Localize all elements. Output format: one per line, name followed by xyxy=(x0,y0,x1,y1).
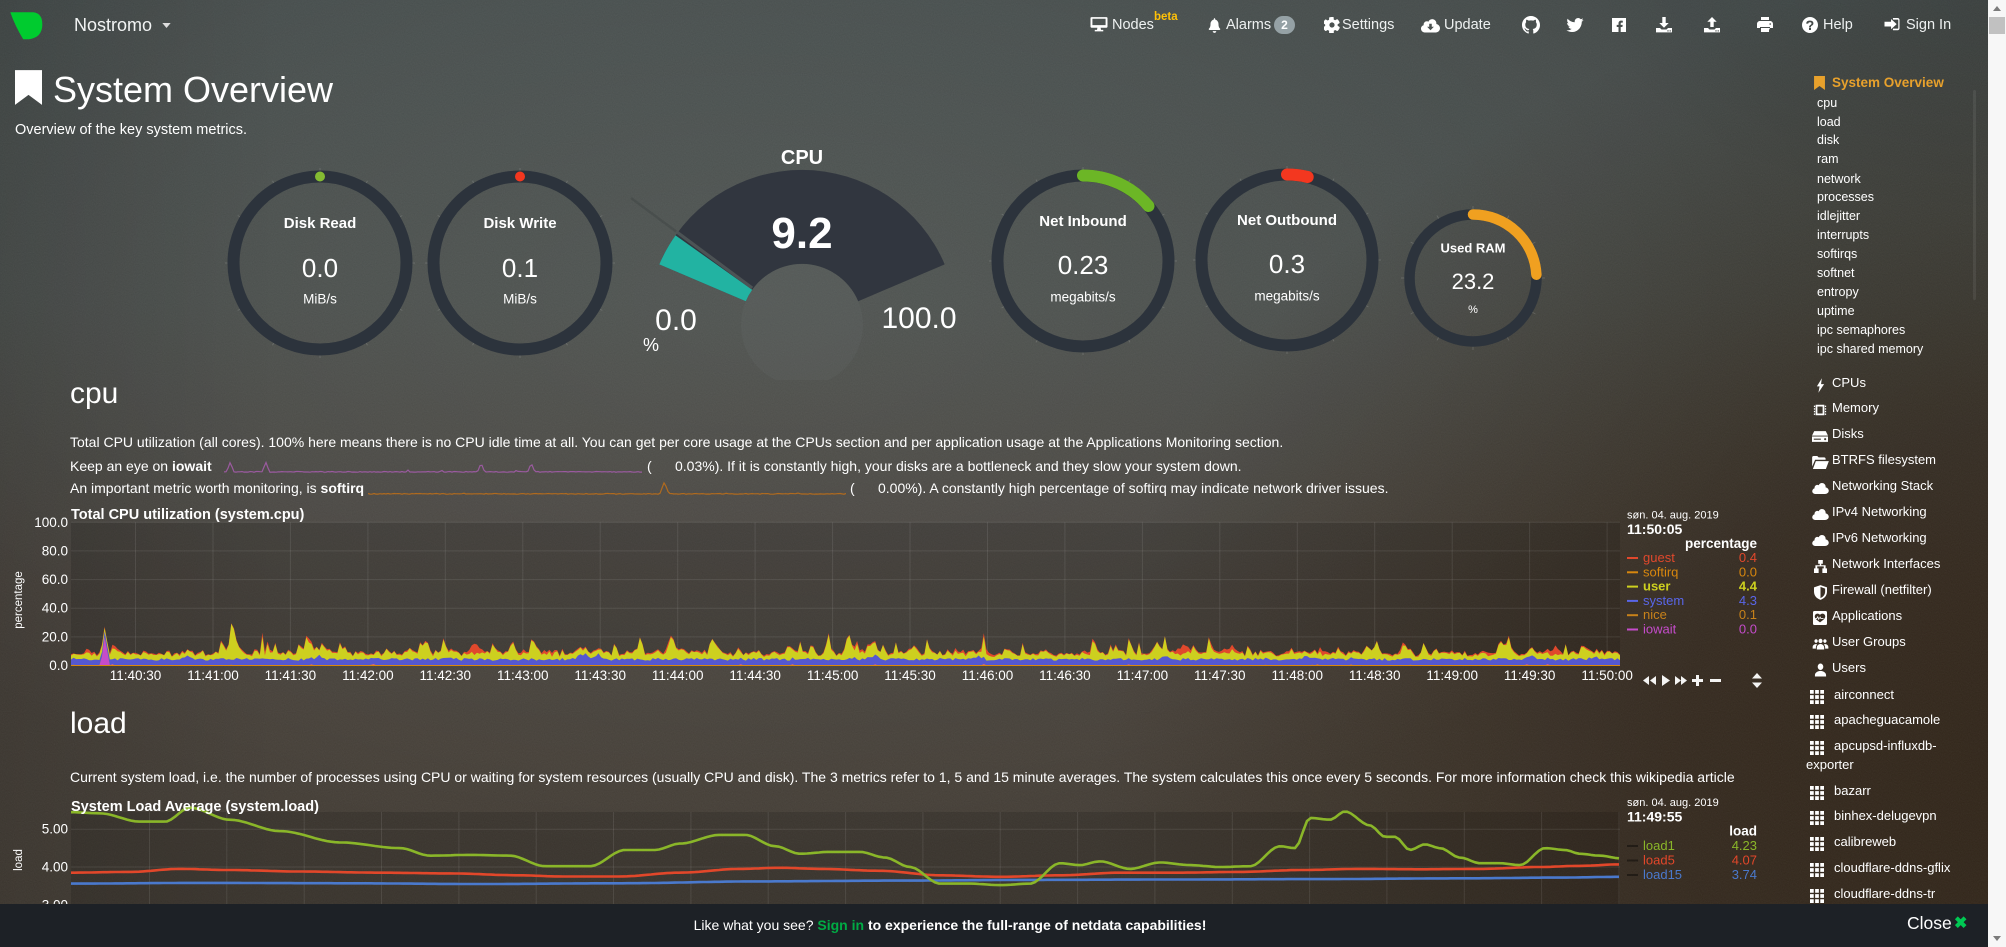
svg-text:søn. 04. aug. 2019: søn. 04. aug. 2019 xyxy=(1627,510,1719,522)
svg-text:4.23: 4.23 xyxy=(1732,838,1757,853)
svg-text:søn. 04. aug. 2019: søn. 04. aug. 2019 xyxy=(1627,797,1719,809)
svg-text:Net Outbound: Net Outbound xyxy=(1237,212,1337,229)
svg-text:megabits/s: megabits/s xyxy=(1050,290,1116,305)
svg-text:3.00: 3.00 xyxy=(42,897,68,904)
svg-text:80.0: 80.0 xyxy=(42,543,68,558)
svg-text:11:48:00: 11:48:00 xyxy=(1272,668,1324,683)
svg-text:11:43:30: 11:43:30 xyxy=(574,668,626,683)
svg-text:guest: guest xyxy=(1643,550,1675,565)
svg-text:MiB/s: MiB/s xyxy=(303,292,337,307)
svg-text:11:45:30: 11:45:30 xyxy=(884,668,936,683)
svg-text:load15: load15 xyxy=(1643,867,1682,882)
svg-text:0.23: 0.23 xyxy=(1058,250,1109,280)
svg-text:3.74: 3.74 xyxy=(1732,867,1757,882)
svg-text:4.07: 4.07 xyxy=(1732,853,1757,868)
svg-text:11:47:30: 11:47:30 xyxy=(1194,668,1246,683)
svg-text:11:42:00: 11:42:00 xyxy=(342,668,394,683)
svg-text:4.4: 4.4 xyxy=(1739,579,1758,594)
svg-text:11:49:55: 11:49:55 xyxy=(1627,809,1682,825)
svg-text:nice: nice xyxy=(1643,607,1667,622)
svg-text:percentage: percentage xyxy=(1685,536,1758,551)
svg-text:11:45:00: 11:45:00 xyxy=(807,668,859,683)
svg-text:0.1: 0.1 xyxy=(502,253,538,283)
svg-text:100.0: 100.0 xyxy=(881,302,956,335)
svg-text:0.0: 0.0 xyxy=(1739,622,1757,637)
svg-text:0.4: 0.4 xyxy=(1739,550,1757,565)
svg-text:11:44:00: 11:44:00 xyxy=(652,668,704,683)
svg-text:0.0: 0.0 xyxy=(302,253,338,283)
svg-text:40.0: 40.0 xyxy=(42,601,68,616)
svg-text:60.0: 60.0 xyxy=(42,572,68,587)
svg-text:megabits/s: megabits/s xyxy=(1254,289,1320,304)
svg-text:23.2: 23.2 xyxy=(1452,269,1495,294)
svg-text:0.0: 0.0 xyxy=(655,304,697,337)
svg-text:11:44:30: 11:44:30 xyxy=(729,668,781,683)
svg-text:load5: load5 xyxy=(1643,853,1675,868)
svg-text:load: load xyxy=(13,849,25,871)
svg-text:0.1: 0.1 xyxy=(1739,607,1757,622)
svg-text:%: % xyxy=(643,335,659,355)
svg-text:11:42:30: 11:42:30 xyxy=(420,668,472,683)
svg-text:11:46:00: 11:46:00 xyxy=(962,668,1014,683)
svg-text:system: system xyxy=(1643,593,1684,608)
svg-text:iowait: iowait xyxy=(1643,622,1677,637)
svg-text:Disk Read: Disk Read xyxy=(284,215,357,232)
svg-text:%: % xyxy=(1468,304,1478,316)
svg-text:0.0: 0.0 xyxy=(1739,564,1757,579)
svg-text:11:49:00: 11:49:00 xyxy=(1426,668,1478,683)
svg-text:Used RAM: Used RAM xyxy=(1440,240,1505,255)
svg-text:0.0: 0.0 xyxy=(49,658,68,673)
svg-text:softirq: softirq xyxy=(1643,564,1678,579)
svg-text:Disk Write: Disk Write xyxy=(483,215,556,232)
svg-text:11:48:30: 11:48:30 xyxy=(1349,668,1401,683)
svg-text:11:49:30: 11:49:30 xyxy=(1504,668,1556,683)
svg-text:Net Inbound: Net Inbound xyxy=(1039,213,1126,230)
svg-text:11:43:00: 11:43:00 xyxy=(497,668,549,683)
svg-text:4.00: 4.00 xyxy=(42,860,68,875)
svg-text:user: user xyxy=(1643,579,1670,594)
svg-text:load1: load1 xyxy=(1643,838,1675,853)
svg-text:load: load xyxy=(1729,824,1757,839)
svg-text:11:40:30: 11:40:30 xyxy=(110,668,162,683)
svg-text:11:47:00: 11:47:00 xyxy=(1117,668,1169,683)
svg-text:MiB/s: MiB/s xyxy=(503,292,537,307)
svg-text:5.00: 5.00 xyxy=(42,822,68,837)
svg-text:11:46:30: 11:46:30 xyxy=(1039,668,1091,683)
svg-text:Total CPU utilization (system.: Total CPU utilization (system.cpu) xyxy=(71,507,305,523)
svg-text:9.2: 9.2 xyxy=(771,209,832,258)
svg-text:11:41:30: 11:41:30 xyxy=(265,668,317,683)
svg-text:0.3: 0.3 xyxy=(1269,249,1305,279)
svg-text:11:50:00: 11:50:00 xyxy=(1581,668,1633,683)
svg-text:percentage: percentage xyxy=(13,571,25,629)
svg-text:System Load Average (system.lo: System Load Average (system.load) xyxy=(71,799,319,815)
svg-text:100.0: 100.0 xyxy=(34,515,68,530)
svg-text:11:50:05: 11:50:05 xyxy=(1627,521,1682,537)
svg-text:20.0: 20.0 xyxy=(42,629,68,644)
svg-text:4.3: 4.3 xyxy=(1739,593,1757,608)
svg-text:11:41:00: 11:41:00 xyxy=(187,668,239,683)
svg-text:CPU: CPU xyxy=(781,147,823,169)
